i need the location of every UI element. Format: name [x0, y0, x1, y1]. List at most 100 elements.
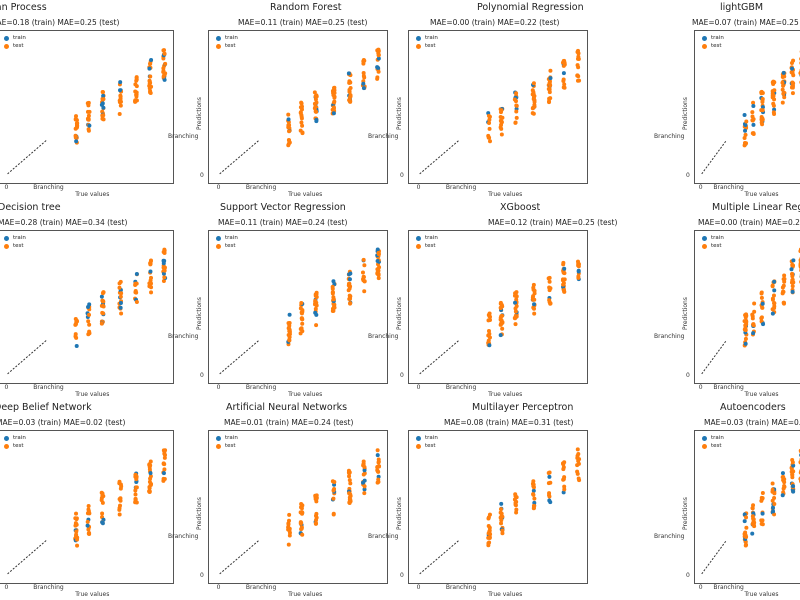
identity-line	[419, 140, 460, 175]
x-tick-branching: Branching	[33, 384, 64, 391]
test-point	[759, 108, 764, 113]
subplot-2: Random Forest MAE=0.11 (train) MAE=0.25 (…	[168, 0, 400, 200]
y-axis-label: Predictions	[682, 497, 689, 530]
test-point	[760, 496, 765, 501]
train-point	[314, 117, 319, 122]
test-point	[148, 463, 153, 468]
test-point	[330, 286, 335, 291]
legend: train test	[416, 34, 438, 50]
test-point	[298, 521, 303, 526]
test-point	[770, 487, 775, 492]
test-point	[117, 506, 122, 511]
y-tick-branching: Branching	[368, 333, 399, 341]
test-point	[546, 471, 551, 476]
legend-marker-train	[4, 235, 9, 241]
subplot-subtitle: MAE=0.00 (train) MAE=0.25 (test)	[698, 218, 800, 227]
test-point	[313, 521, 318, 526]
legend-item-train: train	[4, 434, 26, 442]
test-point	[86, 103, 91, 108]
test-point	[790, 475, 795, 480]
x-axis-label: True values	[488, 391, 523, 398]
plot-area	[0, 430, 174, 584]
test-point	[86, 509, 91, 514]
test-point	[743, 336, 748, 341]
legend-item-test: test	[4, 42, 26, 50]
test-point	[99, 321, 104, 326]
test-point	[575, 447, 580, 452]
legend: train test	[216, 234, 238, 250]
y-axis-label: Predictions	[682, 297, 689, 330]
test-point	[117, 512, 122, 517]
test-point	[331, 105, 336, 110]
test-point	[286, 333, 291, 338]
test-point	[562, 475, 567, 480]
legend-label-test: test	[13, 243, 24, 249]
train-point	[85, 523, 90, 528]
test-point	[362, 279, 367, 284]
test-point	[161, 56, 166, 61]
y-tick-zero: 0	[686, 372, 690, 379]
scatter-svg	[419, 447, 582, 575]
train-point	[561, 490, 566, 495]
test-point	[499, 518, 504, 523]
legend-marker-train	[416, 235, 421, 241]
subplot-8: Multiple Linear Regression MAE=0.00 (trai…	[600, 200, 800, 400]
test-point	[87, 109, 92, 114]
train-point	[772, 288, 777, 293]
test-point	[117, 281, 122, 286]
test-point	[361, 70, 366, 75]
x-tick-branching: Branching	[713, 184, 744, 191]
test-point	[101, 97, 106, 102]
test-point	[163, 448, 168, 453]
x-tick-zero: 0	[4, 384, 9, 391]
y-tick-branching: Branching	[168, 333, 199, 341]
x-tick-zero: 0	[216, 584, 221, 591]
train-point	[547, 498, 552, 503]
x-tick-zero: 0	[216, 184, 221, 191]
plot-area	[694, 30, 800, 184]
test-point	[133, 98, 138, 103]
x-axis-label: True values	[744, 391, 779, 398]
test-point	[118, 103, 123, 108]
test-point	[161, 74, 166, 79]
x-tick-zero: 0	[416, 184, 421, 191]
x-tick-branching: Branching	[445, 184, 477, 191]
test-point	[562, 289, 567, 294]
test-point	[499, 132, 504, 137]
train-point	[789, 267, 794, 272]
test-point	[149, 290, 154, 295]
legend-marker-test	[702, 443, 707, 449]
test-point	[300, 321, 305, 326]
y-axis-label: Predictions	[396, 497, 403, 530]
test-point	[742, 319, 747, 324]
test-point	[332, 304, 337, 309]
legend-marker-test	[416, 443, 421, 449]
test-point	[101, 299, 106, 304]
test-point	[486, 329, 491, 334]
test-point	[751, 323, 756, 328]
test-point	[498, 300, 503, 305]
test-point	[781, 486, 786, 491]
legend-label-train: train	[13, 435, 26, 441]
test-point	[770, 481, 775, 486]
test-point	[314, 292, 319, 297]
test-point	[759, 295, 764, 300]
train-point	[118, 88, 123, 93]
legend-item-test: test	[702, 42, 724, 50]
test-point	[744, 141, 749, 146]
test-point	[332, 100, 337, 105]
y-tick-branching: Branching	[168, 133, 199, 141]
test-point	[362, 465, 367, 470]
legend-item-train: train	[416, 34, 438, 42]
test-point	[514, 290, 519, 295]
test-point	[487, 126, 492, 131]
test-point	[347, 293, 352, 298]
train-point	[760, 511, 765, 516]
identity-line	[7, 340, 47, 375]
legend-label-test: test	[425, 243, 436, 249]
y-tick-zero: 0	[400, 372, 404, 379]
x-tick-zero: 0	[698, 184, 703, 191]
legend-label-test: test	[225, 43, 236, 49]
test-point	[487, 512, 492, 517]
train-point	[751, 331, 756, 336]
